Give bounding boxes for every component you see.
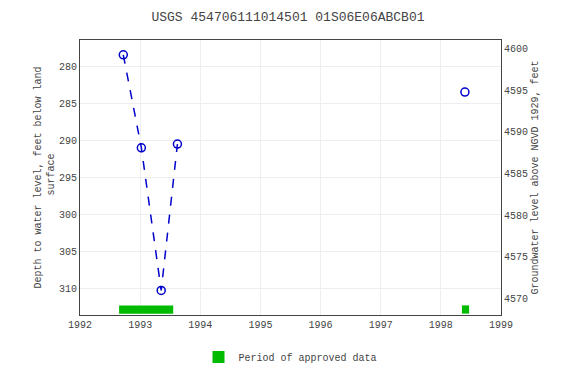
svg-text:1995: 1995 xyxy=(248,320,272,331)
svg-text:295: 295 xyxy=(59,173,77,184)
svg-text:4590: 4590 xyxy=(504,127,528,138)
svg-text:USGS 454706111014501 01S06E06A: USGS 454706111014501 01S06E06ABCB01 xyxy=(151,10,424,25)
svg-text:4575: 4575 xyxy=(504,252,528,263)
svg-text:285: 285 xyxy=(59,99,77,110)
svg-text:Period of approved data: Period of approved data xyxy=(239,353,377,364)
svg-text:1998: 1998 xyxy=(429,320,453,331)
svg-text:4585: 4585 xyxy=(504,169,528,180)
svg-text:1993: 1993 xyxy=(128,320,152,331)
svg-text:280: 280 xyxy=(59,62,77,73)
svg-text:300: 300 xyxy=(59,210,77,221)
svg-text:4595: 4595 xyxy=(504,86,528,97)
svg-text:305: 305 xyxy=(59,247,77,258)
svg-text:4570: 4570 xyxy=(504,294,528,305)
svg-text:1996: 1996 xyxy=(309,320,333,331)
svg-text:Groundwater level above NGVD 1: Groundwater level above NGVD 1929, feet xyxy=(530,60,541,294)
svg-text:Depth to water level, feet bel: Depth to water level, feet below land su… xyxy=(33,66,57,288)
svg-text:290: 290 xyxy=(59,136,77,147)
svg-text:4580: 4580 xyxy=(504,211,528,222)
svg-text:1997: 1997 xyxy=(369,320,393,331)
svg-text:310: 310 xyxy=(59,284,77,295)
svg-text:4600: 4600 xyxy=(504,44,528,55)
svg-text:1992: 1992 xyxy=(68,320,92,331)
svg-text:1994: 1994 xyxy=(188,320,212,331)
svg-text:1999: 1999 xyxy=(489,320,513,331)
